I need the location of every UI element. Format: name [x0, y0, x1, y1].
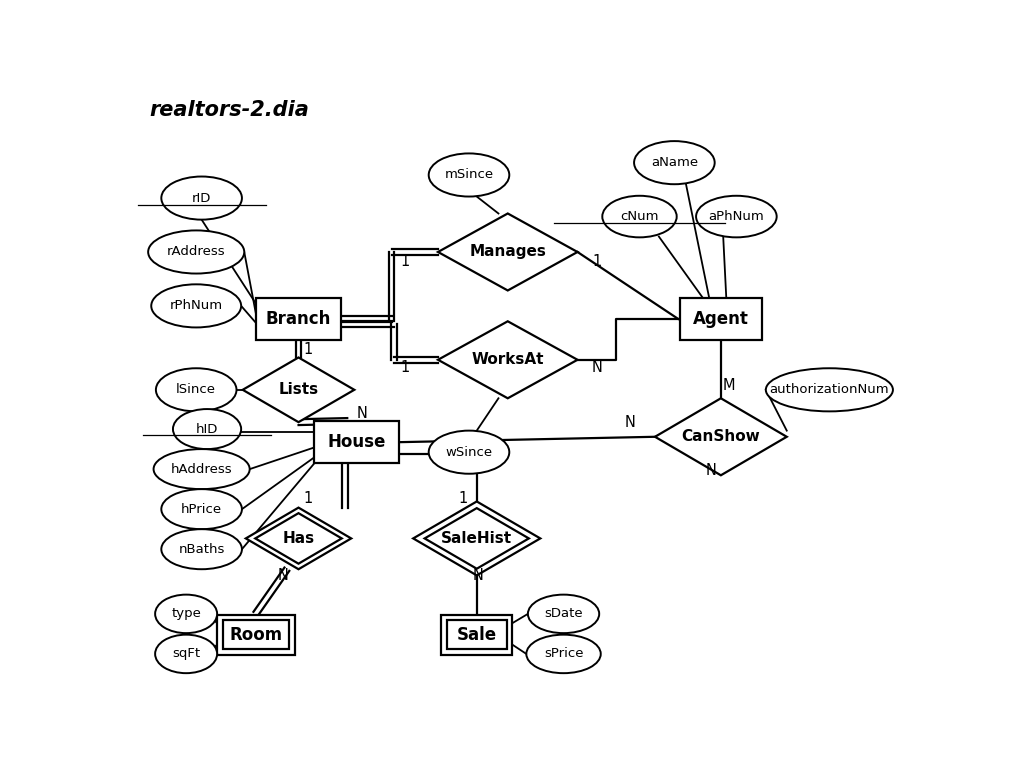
Polygon shape — [255, 513, 342, 564]
Polygon shape — [438, 321, 578, 398]
Text: SaleHist: SaleHist — [441, 531, 512, 546]
Text: 1: 1 — [303, 342, 312, 357]
Text: CanShow: CanShow — [682, 429, 760, 444]
Bar — [441, 615, 512, 655]
Text: Branch: Branch — [266, 310, 331, 328]
Text: cNum: cNum — [621, 210, 658, 223]
Ellipse shape — [173, 409, 241, 449]
Text: rPhNum: rPhNum — [170, 300, 223, 313]
Text: Agent: Agent — [693, 310, 749, 328]
Polygon shape — [243, 357, 354, 422]
Bar — [446, 620, 507, 650]
Text: hAddress: hAddress — [171, 463, 232, 475]
Text: N: N — [356, 406, 368, 421]
Text: authorizationNum: authorizationNum — [770, 384, 889, 396]
Text: House: House — [328, 433, 386, 451]
Text: rID: rID — [191, 191, 211, 205]
Text: Manages: Manages — [469, 244, 546, 260]
Ellipse shape — [766, 368, 893, 412]
Polygon shape — [438, 213, 578, 290]
Text: mSince: mSince — [444, 169, 494, 181]
Bar — [217, 615, 295, 655]
Text: Room: Room — [229, 626, 283, 643]
Ellipse shape — [148, 230, 245, 274]
Text: nBaths: nBaths — [178, 543, 225, 555]
Text: 1: 1 — [400, 254, 410, 268]
Ellipse shape — [155, 594, 217, 633]
Bar — [680, 298, 762, 340]
Text: type: type — [171, 608, 201, 620]
Ellipse shape — [162, 529, 242, 569]
Text: aName: aName — [651, 156, 698, 169]
Polygon shape — [655, 398, 786, 475]
Text: N: N — [706, 463, 716, 478]
Text: sqFt: sqFt — [172, 647, 200, 661]
Ellipse shape — [152, 284, 241, 328]
Polygon shape — [425, 508, 528, 569]
Text: N: N — [473, 568, 483, 583]
Text: realtors-2.dia: realtors-2.dia — [150, 100, 309, 121]
Bar — [222, 620, 289, 650]
Text: M: M — [722, 378, 735, 394]
Text: 1: 1 — [400, 360, 410, 375]
Text: Has: Has — [283, 531, 314, 546]
Ellipse shape — [154, 449, 250, 489]
Text: 1: 1 — [592, 254, 601, 268]
Ellipse shape — [526, 635, 601, 673]
Text: aPhNum: aPhNum — [709, 210, 764, 223]
Ellipse shape — [429, 153, 509, 197]
Ellipse shape — [602, 196, 677, 237]
Ellipse shape — [162, 489, 242, 529]
Text: hID: hID — [196, 422, 218, 436]
Bar — [314, 421, 399, 464]
Text: lSince: lSince — [176, 384, 216, 396]
Text: sDate: sDate — [544, 608, 583, 620]
Ellipse shape — [156, 368, 237, 412]
Ellipse shape — [528, 594, 599, 633]
Text: WorksAt: WorksAt — [471, 352, 544, 367]
Ellipse shape — [634, 141, 715, 184]
Ellipse shape — [155, 635, 217, 673]
Text: Lists: Lists — [279, 382, 318, 398]
Bar — [256, 298, 341, 340]
Text: 1: 1 — [458, 491, 467, 506]
Ellipse shape — [162, 177, 242, 219]
Text: rAddress: rAddress — [167, 246, 225, 258]
Polygon shape — [246, 507, 351, 569]
Polygon shape — [414, 502, 541, 576]
Ellipse shape — [696, 196, 776, 237]
Text: wSince: wSince — [445, 446, 493, 459]
Text: hPrice: hPrice — [181, 503, 222, 516]
Text: N: N — [592, 360, 602, 375]
Text: N: N — [278, 568, 289, 583]
Text: sPrice: sPrice — [544, 647, 584, 661]
Text: N: N — [625, 415, 636, 430]
Text: Sale: Sale — [457, 626, 497, 643]
Text: 1: 1 — [303, 491, 312, 506]
Ellipse shape — [429, 430, 509, 474]
